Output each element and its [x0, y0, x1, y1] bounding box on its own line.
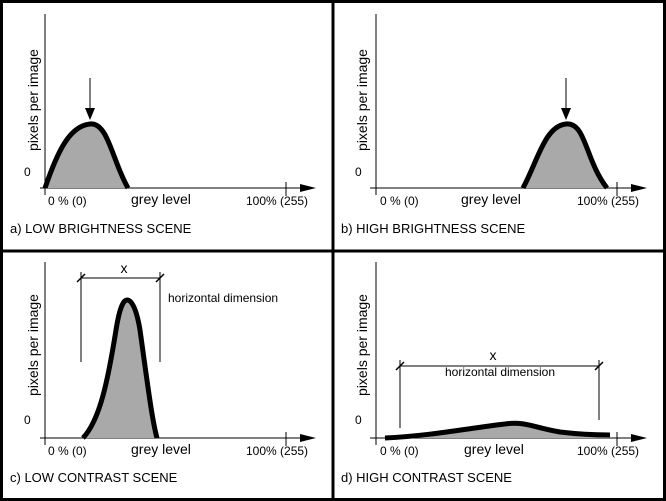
panel-a-caption: a) LOW BRIGHTNESS SCENE — [10, 221, 192, 236]
panel-c-x-end-label: 100% (255) — [246, 444, 308, 458]
panel-d-x-end-label: 100% (255) — [577, 444, 639, 458]
panel-d-dimension-symbol: x — [490, 347, 497, 363]
panel-c-dimension-label: horizontal dimension — [168, 291, 278, 305]
panel-c-y-axis-label: pixels per image — [25, 294, 41, 396]
panel-c-dimension-symbol: x — [121, 260, 128, 276]
panel-a-peak-arrowhead — [85, 108, 95, 120]
panel-b-histogram-curve — [520, 121, 609, 190]
panel-a-histogram-curve — [42, 121, 131, 190]
panel-c-x-mid-label: grey level — [131, 441, 191, 457]
panel-b-y-axis-label: pixels per image — [354, 49, 370, 151]
panel-d-dimension-right-tick — [594, 361, 604, 371]
panel-d-x-start-label: 0 % (0) — [380, 444, 419, 458]
panel-c-x-axis-arrow — [300, 434, 316, 442]
panel-d: pixels per image 0 x horizontal dimensio… — [341, 262, 647, 485]
panel-a: pixels per image 0 0 % (0) grey level 10… — [10, 14, 316, 236]
panel-d-x-axis-arrow — [631, 434, 647, 442]
panel-d-dimension-left-tick — [395, 361, 405, 371]
panel-c-x-start-label: 0 % (0) — [48, 444, 87, 458]
panel-d-x-mid-label: grey level — [464, 441, 524, 457]
panel-c-dimension-right-tick — [155, 273, 165, 283]
panel-b-zero-label: 0 — [355, 165, 362, 179]
panel-b: pixels per image 0 0 % (0) grey level 10… — [341, 14, 647, 236]
panel-a-y-axis-label: pixels per image — [25, 49, 41, 151]
panel-d-dimension-label: horizontal dimension — [445, 365, 555, 379]
panel-a-x-start-label: 0 % (0) — [48, 194, 87, 208]
panel-c-histogram-curve — [81, 297, 160, 440]
panel-a-x-axis-arrow — [300, 184, 316, 192]
panel-b-x-start-label: 0 % (0) — [380, 194, 419, 208]
panel-c-caption: c) LOW CONTRAST SCENE — [10, 470, 178, 485]
panel-b-histogram-fill — [523, 123, 607, 188]
panel-b-x-axis-arrow — [631, 184, 647, 192]
panel-b-caption: b) HIGH BRIGHTNESS SCENE — [341, 221, 526, 236]
panel-d-zero-label: 0 — [355, 413, 362, 427]
panel-d-caption: d) HIGH CONTRAST SCENE — [341, 470, 512, 485]
panel-b-x-end-label: 100% (255) — [577, 194, 639, 208]
panel-b-peak-arrowhead — [561, 108, 571, 120]
panel-a-x-end-label: 100% (255) — [246, 194, 308, 208]
panel-a-zero-label: 0 — [24, 165, 31, 179]
panel-b-x-mid-label: grey level — [461, 191, 521, 207]
panel-c-dimension-left-tick — [76, 273, 86, 283]
panel-d-y-axis-label: pixels per image — [354, 294, 370, 396]
panel-c: pixels per image 0 x horizontal dimensio… — [10, 260, 316, 485]
panel-a-x-mid-label: grey level — [131, 191, 191, 207]
panel-d-histogram-curve — [384, 420, 611, 441]
panel-c-zero-label: 0 — [24, 413, 31, 427]
